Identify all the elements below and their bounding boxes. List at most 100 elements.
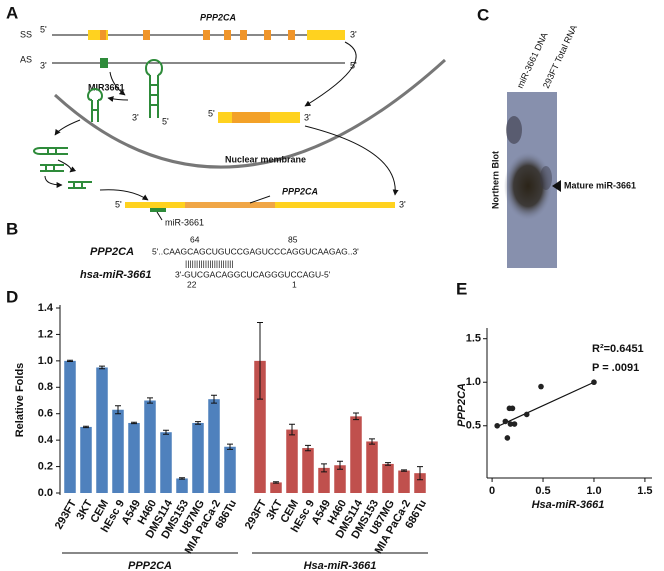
bar (254, 360, 266, 493)
point (494, 422, 500, 429)
end-label: 3' (399, 199, 406, 209)
end-label: 3' (350, 29, 357, 39)
x-axis-label: Hsa-miR-3661 (532, 499, 605, 511)
nuclear-membrane (53, 58, 447, 169)
bar (144, 400, 156, 493)
exon (224, 30, 231, 40)
bar (286, 429, 298, 493)
y-tick-label: 1.0 (38, 355, 53, 367)
point (509, 405, 516, 412)
error-bar (305, 444, 311, 452)
bar (208, 399, 220, 493)
blot-band (506, 116, 522, 144)
mirna-seq: 3'-GUCGACAGGCUCAGGGUCCAGU-5' (175, 269, 331, 279)
arrow (304, 125, 399, 196)
y-tick-label: 0.8 (38, 381, 53, 393)
group-label: Hsa-miR-3661 (304, 560, 377, 571)
band-arrow (552, 180, 561, 192)
x-tick-label: 0 (489, 485, 495, 497)
point (507, 421, 514, 427)
point (591, 379, 597, 386)
y-tick-label: 1.4 (38, 302, 54, 314)
bar (160, 432, 172, 493)
end-label: 5' (162, 116, 169, 126)
strand-label: SS (20, 29, 32, 39)
error-bar (401, 469, 407, 472)
duplex (40, 164, 64, 172)
lane-label: 293FT Total RNA (541, 23, 579, 89)
end-label: 5' (115, 199, 122, 209)
pre-mirna (33, 147, 68, 155)
error-bar (163, 429, 169, 435)
end-label: 5' (40, 24, 47, 34)
arrow (44, 175, 63, 188)
error-bar (321, 463, 327, 473)
panel-letter: C (477, 5, 489, 24)
mirna-label: miR-3661 (165, 217, 204, 227)
annotation: R²=0.6451 (592, 343, 644, 355)
end-label: 3' (304, 112, 311, 122)
bar (176, 478, 188, 493)
bar (80, 426, 92, 493)
blot-band (504, 152, 552, 220)
error-bar (67, 359, 73, 363)
y-tick-label: 1.5 (466, 333, 481, 345)
gene-label: PPP2CA (282, 186, 318, 196)
trendline (496, 381, 595, 428)
exon (288, 30, 295, 40)
exon (264, 30, 271, 40)
mirna-name: hsa-miR-3661 (80, 269, 152, 281)
base-pairs: |||||||||||||||||||||| (185, 258, 234, 268)
exon (203, 30, 210, 40)
exon (240, 30, 247, 40)
arrow (54, 119, 81, 136)
error-bar (337, 460, 343, 470)
point (504, 435, 511, 441)
target-name: PPP2CA (90, 246, 134, 258)
error-bar (147, 397, 153, 404)
bar (96, 367, 108, 493)
blot-band (540, 166, 552, 190)
position: 22 (187, 279, 197, 289)
duplex (68, 181, 92, 189)
arrow (99, 189, 149, 201)
panel-b: PPP2CA 5'..CAAGCAGCUGUCCGAGUCCCAGGUCAAGA… (80, 234, 359, 289)
bar (112, 409, 124, 493)
annotation: P = .0091 (592, 362, 639, 374)
panel-letter: D (6, 287, 18, 306)
y-tick-label: 1.0 (466, 376, 481, 388)
exon (88, 30, 108, 40)
pri-mirna (145, 59, 164, 118)
y-tick-label: 0.5 (466, 420, 481, 432)
bar (302, 448, 314, 493)
mrna-exons (185, 202, 275, 208)
point (511, 421, 518, 427)
error-bar (369, 438, 375, 445)
end-label: 3' (40, 60, 47, 70)
y-tick-label: 0.0 (38, 487, 53, 499)
point (502, 418, 509, 425)
error-bar (417, 466, 423, 481)
position: 85 (288, 234, 298, 244)
band-label: Mature miR-3661 (564, 180, 636, 190)
point (538, 383, 544, 390)
y-axis-label: PPP2CA (456, 383, 468, 427)
panel-letter: E (456, 279, 467, 298)
pre-mirna (87, 88, 104, 122)
x-tick-label: 0.5 (535, 485, 550, 497)
error-bar (289, 423, 295, 436)
y-tick-label: 0.4 (38, 434, 54, 446)
error-bar (227, 443, 233, 450)
bar (224, 446, 236, 493)
end-label: 3' (132, 112, 139, 122)
y-axis-label: Relative Folds (14, 363, 26, 438)
exon (100, 30, 106, 40)
x-tick-label: 1.5 (637, 485, 652, 497)
y-tick-label: 0.2 (38, 460, 53, 472)
mir-locus (100, 58, 108, 68)
bar (398, 470, 410, 493)
group-label: PPP2CA (128, 560, 172, 571)
bar (318, 467, 330, 493)
error-bar (195, 421, 201, 425)
